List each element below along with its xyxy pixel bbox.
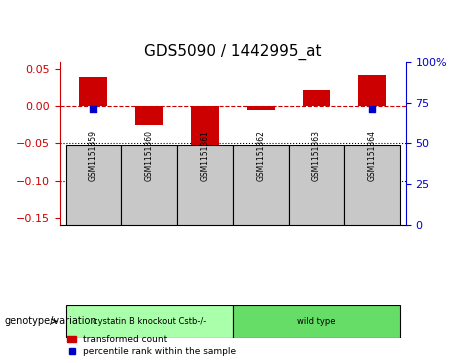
FancyBboxPatch shape (233, 145, 289, 225)
Text: GSM1151363: GSM1151363 (312, 130, 321, 181)
FancyBboxPatch shape (65, 145, 121, 225)
Text: GSM1151361: GSM1151361 (201, 130, 209, 181)
Bar (302, 90, 331, 106)
Point (368, 106, 376, 112)
FancyBboxPatch shape (65, 305, 233, 338)
FancyBboxPatch shape (121, 145, 177, 225)
Text: GSM1151359: GSM1151359 (89, 130, 98, 181)
Point (257, 178, 264, 184)
Legend: transformed count, percentile rank within the sample: transformed count, percentile rank withi… (65, 333, 239, 359)
Point (313, 154, 320, 159)
Bar (135, 106, 163, 125)
Text: GSM1151362: GSM1151362 (256, 130, 265, 181)
Text: GSM1151360: GSM1151360 (145, 130, 154, 181)
Point (201, 203, 209, 208)
Text: cystatin B knockout Cstb-/-: cystatin B knockout Cstb-/- (93, 317, 206, 326)
FancyBboxPatch shape (344, 145, 400, 225)
Bar (191, 106, 219, 221)
Point (90, 106, 97, 112)
Text: genotype/variation: genotype/variation (5, 316, 97, 326)
Bar (358, 75, 386, 106)
FancyBboxPatch shape (233, 305, 400, 338)
Text: GSM1151364: GSM1151364 (368, 130, 377, 181)
Point (146, 168, 153, 174)
Text: wild type: wild type (297, 317, 336, 326)
Bar (79, 77, 107, 106)
Title: GDS5090 / 1442995_at: GDS5090 / 1442995_at (144, 44, 322, 60)
FancyBboxPatch shape (289, 145, 344, 225)
FancyBboxPatch shape (177, 145, 233, 225)
Bar (247, 106, 275, 110)
